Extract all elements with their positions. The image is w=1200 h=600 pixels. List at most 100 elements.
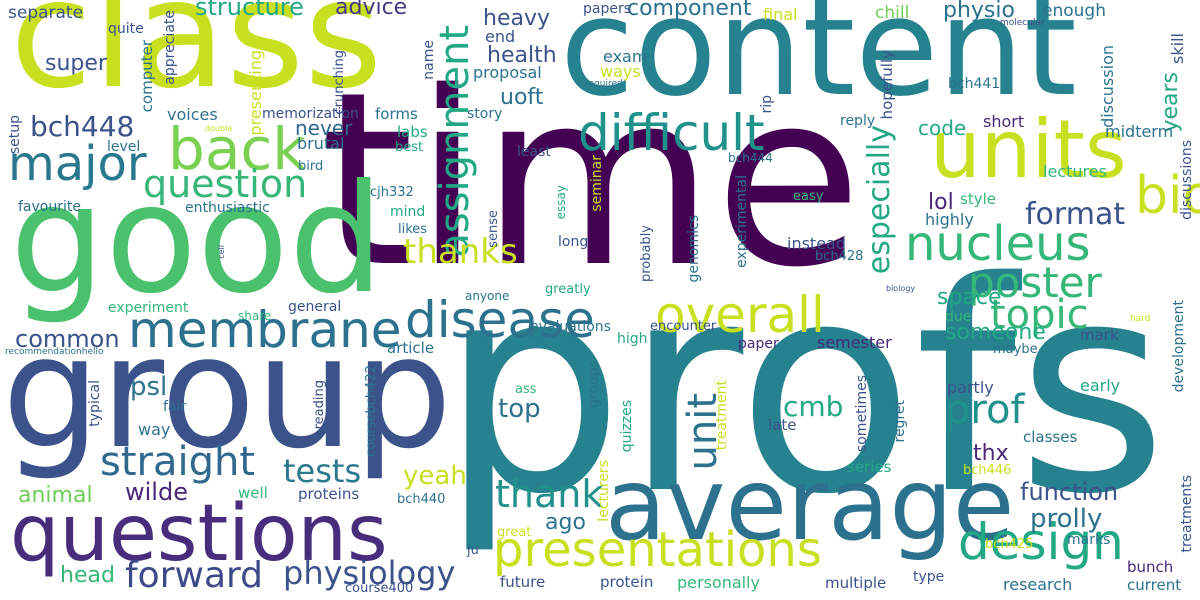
word: highly [925,210,974,229]
word: exam [603,47,648,66]
word: code [918,116,967,140]
word: head [60,563,115,588]
word: design [958,513,1124,571]
word: due [945,309,972,325]
word: chill [875,3,910,23]
word: assignment [432,25,478,258]
word: current [1127,576,1182,594]
word: function [1020,478,1119,506]
word: short [983,112,1025,131]
word: lecturers [596,460,612,522]
word: multiple [825,574,887,592]
word: molecular [1000,18,1045,28]
word: overall [655,286,825,344]
word: common [15,325,120,353]
word: maybe [993,342,1038,357]
word: enough [1042,1,1106,21]
word: appreciate [162,10,178,85]
word: disease [405,291,595,349]
word: general [288,299,342,315]
word: future [500,573,546,591]
word: mind [390,204,426,220]
word: straight [100,439,256,485]
word: nucleus [905,216,1091,272]
word: memorization [262,106,359,122]
word: physio [943,0,1015,23]
word: lectures [1043,162,1107,181]
word: long [558,234,589,250]
word: regret [892,400,908,443]
word: average [605,446,1015,563]
word: likes [398,222,428,237]
word: article [387,339,435,357]
word: someone [945,320,1046,345]
word: format [1025,197,1126,232]
word: top [498,394,541,424]
word: midterm [1105,122,1174,141]
word: bch444 [728,151,773,165]
word: biochemistry [1135,166,1200,226]
word: least [517,144,551,160]
word: voices [167,105,218,124]
word: rip [759,95,775,114]
word: especially [862,125,897,275]
word: discussion [1098,45,1117,128]
word: uoft [500,85,544,110]
word: favourite [18,199,81,215]
word: name [421,40,437,80]
word: experiment [108,300,189,316]
word: personally [677,573,761,592]
word: question [143,162,308,206]
word: time [320,40,863,320]
word: high [617,331,648,347]
word: cmb [783,390,844,423]
word: cjh332 [370,185,414,200]
word: research [1003,575,1073,594]
word: units [930,103,1127,196]
word: enthusiastic [185,200,270,216]
word: structure [195,0,304,21]
word: ways [600,62,641,81]
word: ju [467,543,479,558]
word: bch440 [397,492,446,507]
word: prof [945,387,1025,433]
word: presentations [493,522,822,578]
word: required [585,79,623,89]
word: seminar [589,155,605,212]
word: bch441 [948,76,1001,92]
word: series [847,458,892,476]
word: hopefully [878,50,896,120]
word: hard [1130,314,1151,324]
word: tests [283,452,362,490]
word: end [485,27,516,46]
word: share [238,309,272,323]
word: sometimes [854,375,870,453]
word: genomics [686,215,702,283]
word: psl [130,372,168,402]
word: bch428 [815,249,864,264]
word: profs [440,221,1168,558]
word: brutal [297,134,345,153]
word: setup [7,115,23,155]
word: discussions [1179,140,1195,220]
word: class [10,0,383,122]
word: topic [990,292,1089,338]
word: thank [495,472,604,516]
word: semester [817,333,892,352]
word: treatments [1179,475,1195,553]
word: probably [639,225,654,283]
word: back [168,115,306,183]
word: bch448 [30,110,135,143]
word: story [467,106,503,122]
word: proposal [473,63,542,82]
word: essay [554,185,568,220]
word: advice [335,0,408,20]
word: marks [1067,532,1111,548]
word: skill [1168,33,1187,64]
word: partly [947,378,994,397]
word: difficult [578,104,765,162]
word: groups [586,360,602,408]
word: group [2,302,453,483]
word: way [138,420,171,439]
